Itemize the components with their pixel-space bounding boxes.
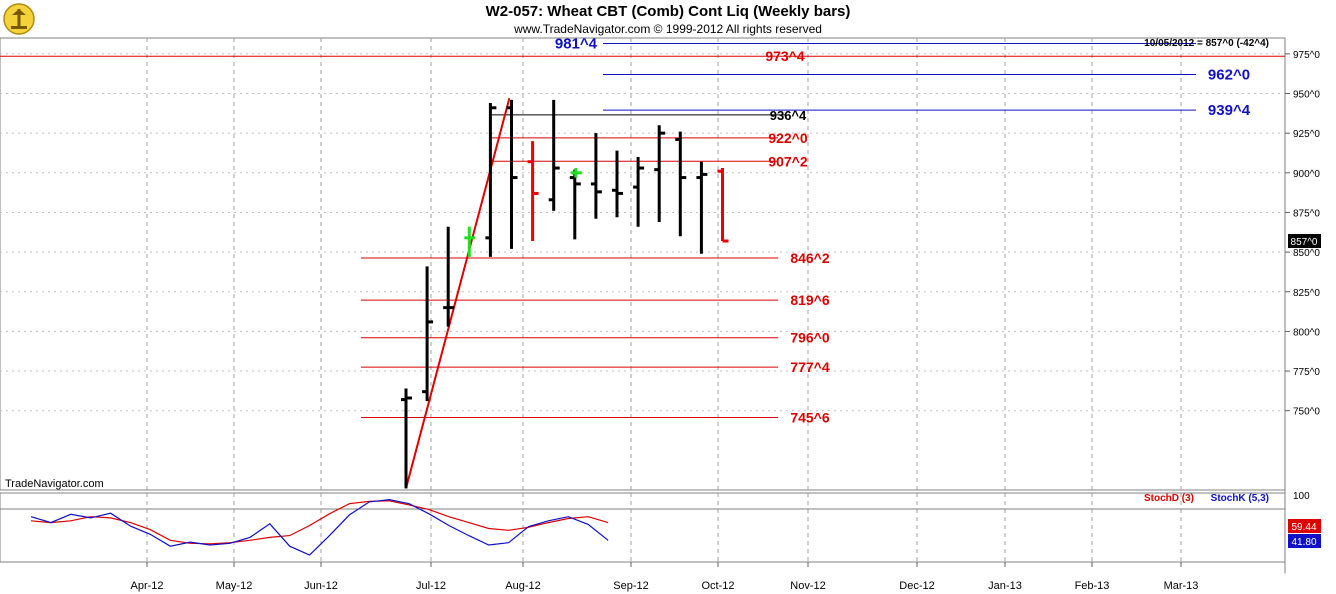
- last-price-marker: [1288, 234, 1321, 249]
- price-tick-label: 825^0: [1293, 288, 1320, 299]
- ohlc-bar: [506, 99, 518, 249]
- copyright-subtitle: www.TradeNavigator.com © 1999-2012 All r…: [514, 22, 822, 36]
- ohlc-bar: [612, 150, 623, 218]
- ohlc-bar: [633, 156, 645, 227]
- price-tick-label: 975^0: [1293, 50, 1320, 61]
- month-tick-label: Nov-12: [790, 580, 825, 592]
- ohlc-bar: [654, 125, 666, 222]
- level-label: 819^6: [790, 292, 830, 308]
- level-label: 939^4: [1208, 102, 1251, 119]
- stoch-last-value-box: [1288, 534, 1321, 548]
- month-tick-label: Oct-12: [701, 580, 734, 592]
- level-label: 973^4: [765, 48, 805, 64]
- stoch-last-value-box: [1288, 519, 1321, 533]
- level-label: 745^6: [790, 409, 830, 425]
- price-tick-label: 775^0: [1293, 367, 1320, 378]
- month-tick-label: Jan-13: [988, 580, 1022, 592]
- ohlc-bar: [422, 266, 434, 402]
- stoch-tick-label: 100: [1293, 491, 1310, 502]
- stoch-last-value: 59.44: [1291, 522, 1316, 533]
- ohlc-bar: [590, 133, 602, 219]
- ohlc-bar: [717, 168, 729, 243]
- ohlc-bar: [443, 226, 455, 327]
- price-plot-area: [0, 37, 1286, 491]
- price-tick-label: 800^0: [1293, 327, 1320, 338]
- month-tick-label: May-12: [216, 580, 253, 592]
- level-label: 922^0: [768, 130, 808, 146]
- price-tick-label: 875^0: [1293, 208, 1320, 219]
- ohlc-bar: [569, 169, 581, 240]
- legend-stochk: StochK (5,3): [1211, 493, 1269, 504]
- month-tick-label: Dec-12: [899, 580, 934, 592]
- watermark-text: TradeNavigator.com: [5, 478, 104, 490]
- ohlc-bar: [675, 131, 687, 237]
- level-label: 796^0: [790, 330, 830, 346]
- price-pane: 975^0 950^0 925^0 900^0 875^0 850^0 825^0 800^0…: [0, 36, 1336, 574]
- chart-header: W2-057: Wheat CBT (Comb) Cont Liq (Weekl…: [0, 0, 1336, 38]
- stochastic-plot-area: [0, 492, 1286, 563]
- price-tick-label: 900^0: [1293, 169, 1320, 180]
- ohlc-bar: [485, 103, 497, 257]
- chart-title: W2-057: Wheat CBT (Comb) Cont Liq (Weekl…: [485, 3, 851, 20]
- level-label: 936^4: [770, 108, 807, 123]
- price-tick-label: 750^0: [1293, 407, 1320, 418]
- level-label: 846^2: [790, 250, 830, 266]
- price-tick-label: 950^0: [1293, 90, 1320, 101]
- month-tick-label: Aug-12: [505, 580, 540, 592]
- trendline: [405, 98, 511, 489]
- ohlc-bar: [527, 141, 539, 242]
- ohlc-bar: [696, 161, 708, 254]
- ohlc-bar: [548, 99, 560, 211]
- level-label: 907^2: [768, 153, 808, 169]
- ohlc-bar: [570, 168, 582, 178]
- level-label: 962^0: [1208, 66, 1250, 83]
- month-tick-label: Mar-13: [1164, 580, 1199, 592]
- price-tick-label: 850^0: [1293, 248, 1320, 259]
- last-price-label: 857^0: [1291, 237, 1318, 248]
- status-text: 10/05/2012 = 857^0 (-42^4): [1144, 38, 1269, 49]
- stochk-line: [30, 498, 609, 556]
- level-label: 777^4: [790, 359, 830, 375]
- price-tick-label: 925^0: [1293, 129, 1320, 140]
- date-axis: Apr-12 May-12 Jun-12 Jul-12 Aug-12 Sep-12 Oct-…: [0, 562, 1336, 592]
- level-label: 981^4: [555, 36, 598, 53]
- legend-stochd: StochD (3): [1144, 493, 1194, 504]
- ohlc-bar: [401, 388, 412, 489]
- price-axis-area: [1285, 38, 1336, 574]
- stochastic-pane: 100 StochD (3) StochK (5,3) 59.44 41.80: [0, 491, 1321, 563]
- month-tick-label: Feb-13: [1075, 580, 1110, 592]
- month-tick-label: Jul-12: [416, 580, 446, 592]
- month-tick-label: Jun-12: [304, 580, 338, 592]
- ohlc-bar: [464, 226, 476, 257]
- stoch-last-value: 41.80: [1291, 537, 1316, 548]
- trade-navigator-logo-icon: [3, 3, 35, 35]
- month-tick-label: Sep-12: [613, 580, 648, 592]
- stochd-line: [30, 500, 609, 545]
- month-tick-label: Apr-12: [130, 580, 163, 592]
